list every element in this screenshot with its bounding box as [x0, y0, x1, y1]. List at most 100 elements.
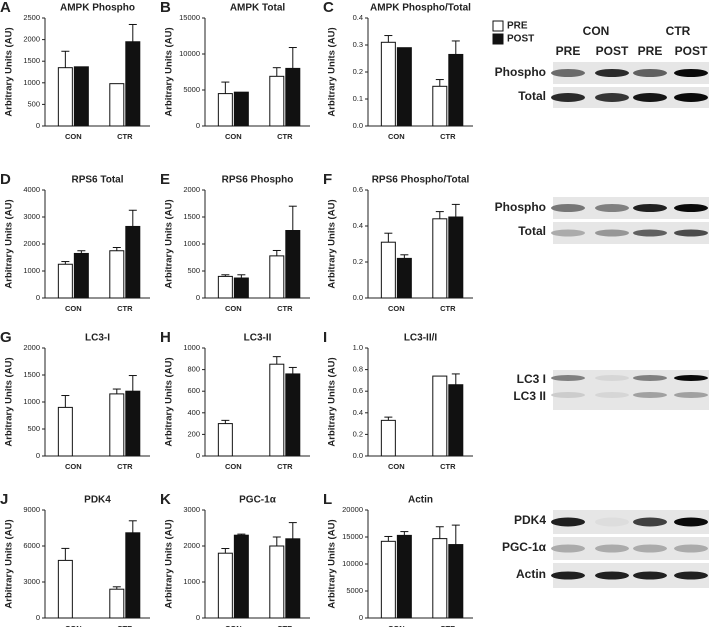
blot-row-label: Actin	[516, 567, 546, 581]
bar	[57, 559, 73, 619]
blot-band	[633, 571, 667, 580]
y-tick-label: 2500	[23, 13, 40, 22]
y-tick-label: 0.1	[353, 94, 363, 103]
y-tick-label: 0.2	[353, 429, 363, 438]
x-tick-label: CTR	[277, 132, 293, 141]
y-tick-label: 1000	[183, 343, 200, 352]
blot-band	[595, 517, 629, 527]
chart-title: LC3-II	[244, 333, 272, 344]
y-tick-label: 0	[36, 451, 40, 460]
blot-row-label: Phospho	[495, 65, 546, 79]
blot-band	[551, 517, 585, 527]
bar	[432, 538, 448, 619]
blot-band	[595, 204, 629, 212]
bar	[269, 255, 285, 299]
legend-label: POST	[507, 34, 534, 45]
y-tick-label: 500	[27, 99, 40, 108]
bar	[217, 93, 233, 127]
bar	[285, 230, 301, 299]
blot-band	[551, 229, 585, 237]
y-tick-label: 400	[187, 408, 200, 417]
panel-letter: J	[0, 491, 8, 508]
chart-title: LC3-II/I	[404, 333, 438, 344]
bar	[109, 250, 125, 299]
y-axis-label: Arbitrary Units (AU)	[4, 27, 15, 116]
blot-band	[674, 392, 708, 398]
blot-band	[633, 392, 667, 398]
bar	[233, 534, 249, 619]
blot-strip	[553, 222, 709, 244]
x-tick-label: CON	[388, 624, 405, 627]
bar	[448, 216, 464, 299]
bar	[432, 218, 448, 299]
y-tick-label: 3000	[183, 505, 200, 514]
panel-letter: H	[160, 329, 171, 346]
blot-row-label: LC3 II	[513, 389, 546, 403]
panel-letter: I	[323, 329, 327, 346]
blot-row-label: LC3 I	[517, 372, 546, 386]
y-tick-label: 0.0	[353, 451, 363, 460]
y-axis-label: Arbitrary Units (AU)	[327, 519, 338, 608]
y-tick-label: 1500	[183, 212, 200, 221]
y-tick-label: 2000	[183, 185, 200, 194]
chart-title: RPS6 Total	[71, 175, 123, 186]
bar	[285, 67, 301, 127]
y-tick-label: 1000	[23, 266, 40, 275]
chart-title: AMPK Phospho	[60, 3, 135, 14]
blot-band	[595, 544, 629, 553]
blot-lane-label: POST	[675, 44, 708, 58]
bar	[448, 544, 464, 619]
bar	[432, 85, 448, 127]
panel-letter: K	[160, 491, 171, 508]
y-tick-label: 1000	[23, 397, 40, 406]
bar	[380, 41, 396, 127]
panel-letter: B	[160, 0, 171, 16]
bar	[109, 83, 125, 127]
blot-strip	[553, 62, 709, 84]
blot-band	[633, 375, 667, 381]
blot-lane-label: PRE	[638, 44, 663, 58]
chart-title: RPS6 Phospho/Total	[372, 175, 470, 186]
blot-band	[595, 571, 629, 580]
chart-title: PDK4	[84, 495, 111, 506]
bar	[73, 252, 89, 299]
blot-row-label: Phospho	[495, 200, 546, 214]
y-tick-label: 15000	[342, 532, 363, 541]
panel-letter: L	[323, 491, 332, 508]
x-tick-label: CON	[65, 304, 82, 313]
x-tick-label: CTR	[440, 624, 456, 627]
bar	[380, 540, 396, 619]
y-tick-label: 0.0	[353, 121, 363, 130]
y-tick-label: 0.4	[353, 408, 363, 417]
x-tick-label: CON	[388, 462, 405, 471]
y-tick-label: 0.8	[353, 365, 363, 374]
y-tick-label: 1000	[183, 577, 200, 586]
blot-band	[633, 204, 667, 212]
y-tick-label: 6000	[23, 541, 40, 550]
bar	[285, 538, 301, 619]
y-tick-label: 5000	[183, 85, 200, 94]
y-axis-label: Arbitrary Units (AU)	[4, 519, 15, 608]
panel-letter: F	[323, 171, 332, 188]
blot-band	[595, 93, 629, 102]
panel-letter: C	[323, 0, 334, 16]
x-tick-label: CTR	[440, 132, 456, 141]
blot-group-label: CTR	[666, 24, 691, 38]
y-tick-label: 3000	[23, 577, 40, 586]
blot-band	[674, 69, 708, 77]
bar	[396, 47, 412, 127]
y-tick-label: 0	[36, 613, 40, 622]
y-axis-label: Arbitrary Units (AU)	[327, 199, 338, 288]
bar	[217, 423, 233, 457]
y-tick-label: 1000	[183, 239, 200, 248]
blot-band	[551, 69, 585, 77]
x-tick-label: CTR	[117, 304, 133, 313]
blot-band	[551, 375, 585, 381]
blot-band	[633, 544, 667, 553]
y-tick-label: 0.6	[353, 185, 363, 194]
legend-label: PRE	[507, 21, 528, 32]
y-tick-label: 1.0	[353, 343, 363, 352]
blot-row-label: Total	[518, 224, 546, 238]
y-tick-label: 2000	[23, 239, 40, 248]
